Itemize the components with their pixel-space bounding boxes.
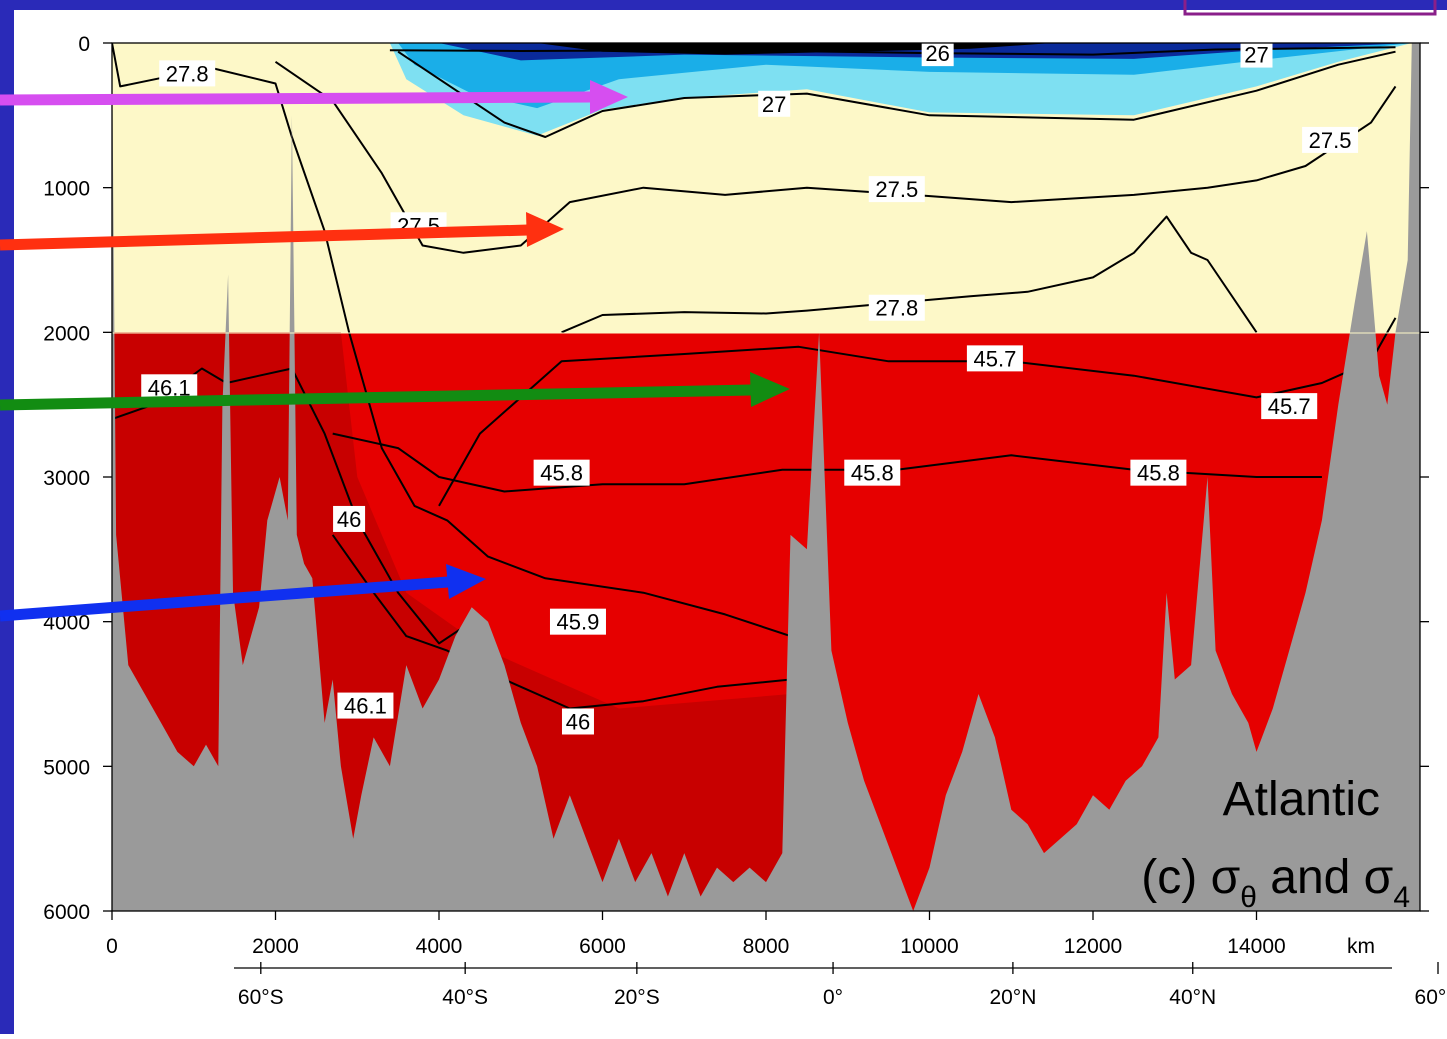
contour-label: 26 — [921, 41, 954, 67]
contour-label: 45.8 — [1130, 459, 1187, 486]
contour-label: 27 — [758, 90, 791, 117]
svg-text:26: 26 — [925, 41, 949, 66]
x-axis-unit-label: km — [1347, 935, 1375, 958]
svg-text:45.8: 45.8 — [851, 461, 894, 486]
y-tick-label: 2000 — [43, 322, 90, 345]
surface-layer-medium — [398, 43, 1412, 109]
lat-tick-label: 60°S — [238, 986, 284, 1009]
y-tick-label: 0 — [78, 33, 90, 56]
y-tick-label: 6000 — [43, 901, 90, 924]
arrow-blue — [0, 564, 486, 622]
contour-line — [438, 317, 1397, 507]
lat-tick-label: 0° — [823, 986, 843, 1009]
contour-label: 45.8 — [844, 459, 901, 486]
chart-title-panel: (c) σθ and σ4 — [1141, 851, 1410, 914]
svg-text:27.8: 27.8 — [875, 296, 918, 321]
lat-tick-label: 40°N — [1169, 986, 1216, 1009]
contour-label: 45.7 — [1261, 393, 1318, 420]
chart-title-subscript-four: 4 — [1393, 881, 1410, 914]
y-axis: 0 1000 2000 3000 4000 5000 6000 — [43, 33, 1429, 924]
plot-area: 27.826 272727.527.527.527.846.145.745.745… — [112, 41, 1420, 911]
svg-text:45.8: 45.8 — [1137, 461, 1180, 486]
lat-tick-label: 60°N — [1415, 986, 1447, 1009]
svg-text:46: 46 — [337, 507, 361, 532]
x-tick-label: 6000 — [579, 935, 626, 958]
contour-line — [397, 50, 1396, 138]
svg-text:46: 46 — [566, 709, 590, 734]
svg-text:27.5: 27.5 — [875, 177, 918, 202]
chart-title-subscript-theta: θ — [1240, 881, 1257, 914]
x-tick-label: 14000 — [1227, 935, 1285, 958]
contour-label: 27.8 — [159, 60, 216, 87]
x-tick-label: 2000 — [252, 935, 299, 958]
svg-text:27: 27 — [762, 92, 786, 117]
chart-title-ocean: Atlantic — [1223, 773, 1380, 826]
svg-text:45.8: 45.8 — [540, 461, 583, 486]
purple-box-outline — [1183, 0, 1437, 16]
svg-text:46.1: 46.1 — [344, 694, 387, 719]
contour-label: 27.5 — [868, 176, 925, 203]
x-tick-label: 0 — [106, 935, 118, 958]
svg-text:45.7: 45.7 — [973, 346, 1016, 371]
svg-text:45.7: 45.7 — [1268, 394, 1311, 419]
x-tick-label: 10000 — [900, 935, 958, 958]
chart-title-panel-prefix: (c) σ — [1141, 851, 1240, 904]
x-tick-label: 12000 — [1064, 935, 1122, 958]
chart-title-and: and σ — [1257, 851, 1393, 904]
svg-text:45.9: 45.9 — [557, 610, 600, 635]
contour-label: 45.9 — [549, 608, 606, 635]
contour-label: 46 — [561, 708, 594, 735]
contour-label: 45.8 — [533, 459, 590, 486]
arrow-violet — [0, 80, 628, 114]
contour-label: 46 — [333, 505, 366, 532]
svg-text:27.8: 27.8 — [166, 61, 209, 86]
contour-label: 27.8 — [868, 294, 925, 321]
y-tick-label: 5000 — [43, 756, 90, 779]
y-tick-label: 1000 — [43, 178, 90, 201]
svg-text:27: 27 — [1244, 43, 1268, 68]
lat-tick-label: 40°S — [442, 986, 488, 1009]
contour-label: 27.5 — [1302, 126, 1359, 153]
arrow-red — [0, 212, 564, 251]
x-axis: 0 2000 4000 6000 8000 10000 12000 14000 — [106, 911, 1286, 958]
annotation-arrows — [0, 80, 790, 622]
lat-tick-label: 20°S — [614, 986, 660, 1009]
y-tick-label: 4000 — [43, 612, 90, 635]
x-tick-label: 8000 — [743, 935, 790, 958]
contour-line — [561, 215, 1258, 334]
x-tick-label: 4000 — [416, 935, 463, 958]
contour-labels: 27.826 272727.527.527.527.846.145.745.745… — [141, 41, 1359, 735]
svg-text:27.5: 27.5 — [1309, 128, 1352, 153]
bathymetry-seafloor — [112, 43, 1420, 911]
y-tick-label: 3000 — [43, 467, 90, 490]
left-frame-bar — [0, 0, 14, 1034]
contour-label: 45.7 — [966, 345, 1023, 372]
top-frame-bar — [0, 0, 1447, 10]
lat-tick-label: 20°N — [989, 986, 1036, 1009]
contour-label: 46.1 — [337, 692, 394, 719]
latitude-axis: 60°S 40°S 20°S 0° 20°N 40°N 60°N — [234, 962, 1447, 1009]
contour-label: 27 — [1240, 43, 1273, 68]
arrow-green — [0, 372, 790, 411]
